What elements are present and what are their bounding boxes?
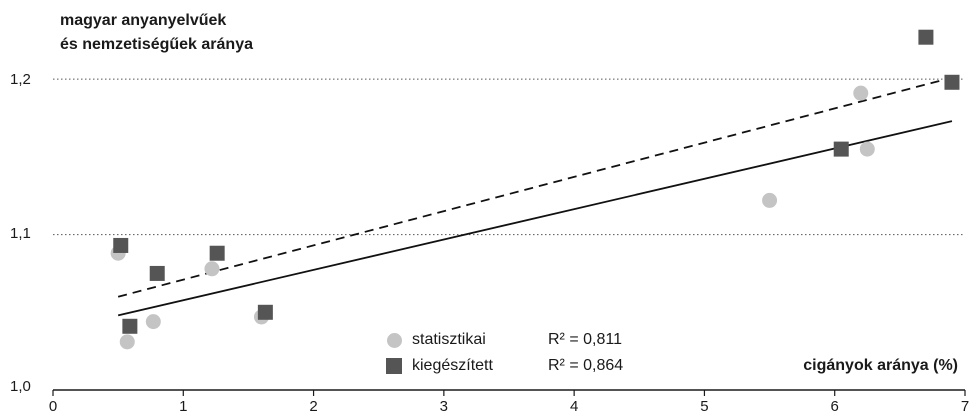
data-point-square — [833, 141, 849, 157]
x-axis-ticks — [52, 390, 966, 396]
legend-item-statisztikai: statisztikai — [387, 331, 486, 349]
gridlines — [53, 78, 965, 236]
trend-line-dashed — [117, 76, 953, 298]
data-point-square — [113, 237, 129, 253]
data-point-circle — [145, 314, 161, 330]
legend-circle-marker — [387, 332, 402, 348]
x-axis-label: cigányok aránya (%) — [803, 357, 958, 374]
y-axis-label-line-1: magyar anyanyelvűek — [60, 12, 227, 29]
data-point-square — [257, 304, 273, 320]
y-axis-label-line-2: és nemzetiségűek aránya — [60, 36, 253, 53]
data-point-square — [122, 318, 138, 334]
x-tick-label: 0 — [48, 398, 58, 415]
data-point-square — [944, 74, 960, 90]
y-tick-label: 1,1 — [10, 225, 31, 242]
x-tick-label: 1 — [179, 398, 188, 415]
y-tick-label: 1,0 — [10, 378, 31, 395]
x-tick-label: 2 — [309, 398, 318, 415]
data-point-square — [209, 245, 225, 261]
legend-item-kiegeszitett: kiegészített — [386, 357, 493, 375]
data-point-circle — [204, 261, 220, 277]
legend-square-marker — [386, 358, 402, 374]
data-point-square — [918, 29, 934, 45]
data-point-square — [149, 265, 165, 281]
x-tick-label: 4 — [569, 398, 579, 415]
data-point-circle — [853, 85, 869, 101]
x-tick-label: 7 — [960, 398, 970, 415]
data-point-circle — [859, 141, 875, 157]
legend-label: statisztikai — [412, 331, 486, 348]
data-points — [110, 29, 960, 350]
data-point-circle — [762, 192, 778, 208]
legend-label: kiegészített — [412, 357, 493, 374]
trend-line-solid — [117, 120, 953, 317]
data-point-circle — [119, 334, 135, 350]
x-tick-label: 3 — [439, 398, 449, 415]
x-tick-label: 6 — [830, 398, 839, 415]
trend-lines — [117, 76, 953, 317]
r-squared-statisztikai: R² = 0,811 — [548, 331, 622, 348]
r-squared-kiegeszitett: R² = 0,864 — [548, 357, 624, 374]
y-tick-label: 1,2 — [10, 71, 31, 88]
x-tick-label: 5 — [700, 398, 709, 415]
